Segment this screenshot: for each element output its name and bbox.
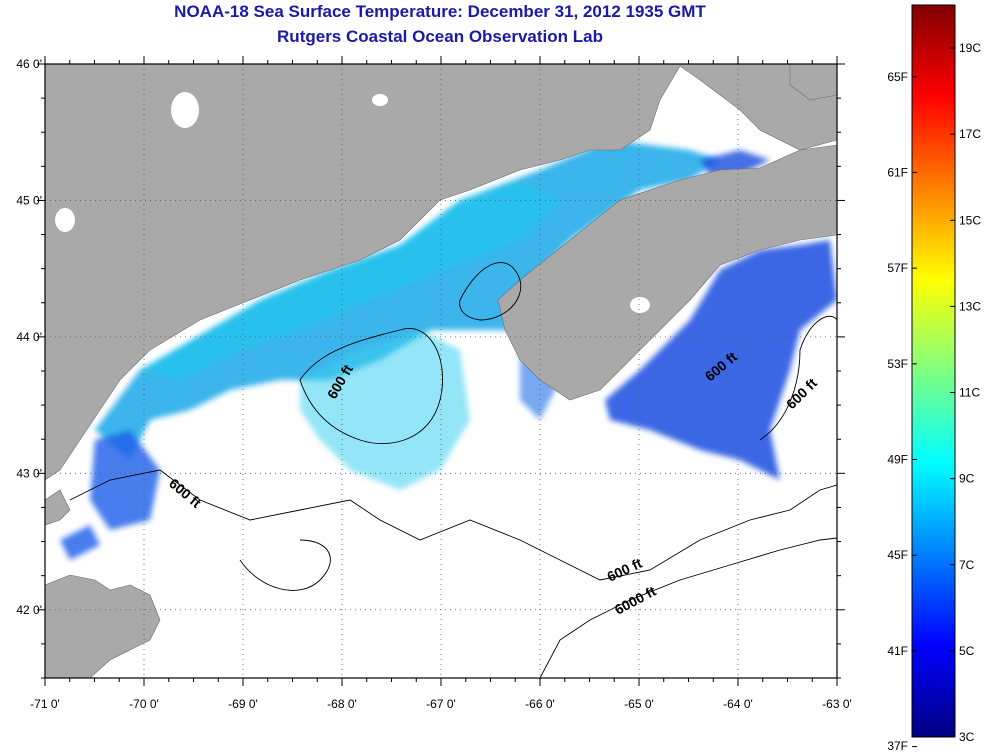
contour-600ft-east — [759, 315, 837, 441]
bathymetry-contours — [69, 262, 837, 678]
sst-swath-gulf-of-maine — [60, 140, 720, 560]
x-tick-label: -64 0' — [723, 697, 753, 711]
x-tick-label: -70 0' — [129, 697, 159, 711]
colorbar-celsius-label: 9C — [959, 472, 975, 486]
colorbar-bar — [911, 4, 956, 738]
colorbar-fahrenheit-label: 41F — [887, 644, 908, 658]
land-new-england-canada — [45, 64, 837, 481]
x-tick-label: -63 0' — [822, 697, 852, 711]
colorbar-fahrenheit-label: 57F — [887, 261, 908, 275]
y-tick-label: 44 0' — [16, 330, 42, 344]
x-tick-label: -68 0' — [327, 697, 357, 711]
colorbar-celsius-label: 11C — [959, 386, 980, 400]
contour-bank — [239, 539, 331, 591]
colorbar-celsius-label: 15C — [959, 213, 981, 227]
colorbar-labels: 19C 17C 15C 13C 11C 9C 7C 5C 3C 65F 61F 57F 53F 49F 45… — [887, 41, 981, 753]
colorbar-fahrenheit-label: 65F — [887, 70, 908, 84]
contour-6000ft — [539, 537, 837, 678]
lakes — [55, 92, 650, 313]
contour-600ft-small — [459, 262, 522, 321]
colorbar-celsius-label: 3C — [959, 730, 975, 744]
contour-600ft-basin — [299, 328, 444, 444]
colorbar-celsius-label: 17C — [959, 127, 981, 141]
land-cape-cod — [45, 574, 161, 678]
contour-600ft-south — [69, 469, 837, 581]
y-tick-label: 43 0' — [16, 466, 42, 480]
land — [45, 64, 837, 678]
colorbar-celsius-label: 7C — [959, 558, 975, 572]
x-tick-label: -71 0' — [30, 697, 60, 711]
colorbar: 19C 17C 15C 13C 11C 9C 7C 5C 3C 65F 61F 57F 53F 49F 45… — [887, 4, 981, 753]
graticule — [45, 64, 837, 678]
x-tick-label: -65 0' — [624, 697, 654, 711]
x-tick-label: -67 0' — [426, 697, 456, 711]
colorbar-fahrenheit-label: 53F — [887, 357, 908, 371]
colorbar-fahrenheit-label: 45F — [887, 548, 908, 562]
land-pei — [789, 64, 837, 101]
land-nova-scotia — [497, 144, 837, 401]
colorbar-fahrenheit-label: 37F — [887, 739, 908, 753]
map-subtitle: Rutgers Coastal Ocean Observation Lab — [277, 27, 603, 46]
colorbar-celsius-label: 19C — [959, 41, 981, 55]
colorbar-fahrenheit-label: 61F — [887, 165, 908, 179]
x-tick-label: -69 0' — [228, 697, 258, 711]
colorbar-celsius-label: 5C — [959, 644, 975, 658]
y-tick-label: 42 0' — [16, 603, 42, 617]
colorbar-celsius-label: 13C — [959, 299, 981, 313]
y-tick-label: 46 0' — [16, 57, 42, 71]
x-tick-label: -66 0' — [525, 697, 555, 711]
axis-ticks: -71 0' -70 0' -69 0' -68 0' -67 0' -66 0' -65 … — [16, 56, 852, 711]
y-tick-label: 45 0' — [16, 193, 42, 207]
colorbar-fahrenheit-label: 49F — [887, 453, 908, 467]
map-title: NOAA-18 Sea Surface Temperature: Decembe… — [174, 2, 706, 21]
land-coast-south — [45, 489, 71, 526]
